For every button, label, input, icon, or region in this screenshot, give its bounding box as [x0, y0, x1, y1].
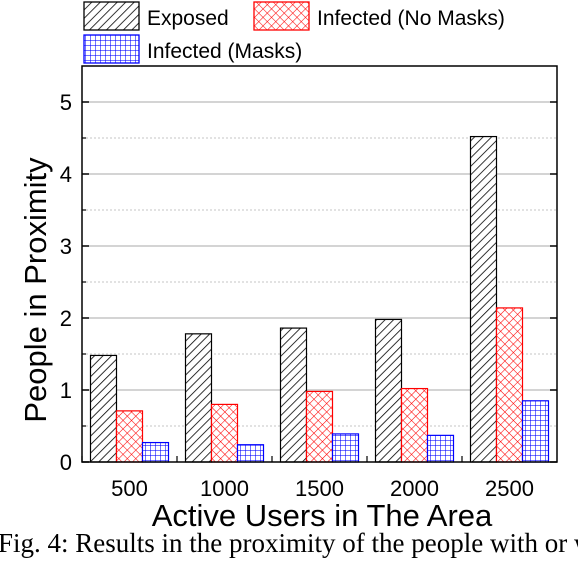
bar-crosshatch [495, 307, 524, 463]
bar-diagonal-hatch [279, 327, 308, 463]
figure-caption: Fig. 4: Results in the proximity of the … [0, 528, 578, 558]
bar-crosshatch [400, 387, 429, 463]
x-tick-label: 500 [111, 476, 148, 501]
x-axis-title: Active Users in The Area [152, 498, 493, 528]
legend-label: Exposed [147, 7, 229, 30]
legend-label: Infected (Masks) [147, 40, 302, 63]
x-tick-label: 1500 [295, 476, 344, 501]
legend-swatch-crosshatch [253, 1, 310, 31]
bar-grid [331, 433, 360, 463]
y-tick-label: 0 [60, 450, 72, 475]
bar-chart: 0 1 2 3 4 5 500 1000 1500 2000 2500 People in Prox… [18, 1, 558, 528]
bar-diagonal-hatch [184, 333, 213, 463]
y-axis-title: People in Proximity [18, 157, 53, 423]
bar-diagonal-hatch [89, 354, 118, 463]
legend-swatch-diagonal-hatch [83, 1, 140, 31]
bar-diagonal-hatch [374, 318, 403, 463]
y-tick-label: 5 [60, 90, 72, 115]
bar-grid [141, 441, 170, 463]
plot-frame [81, 65, 558, 463]
bar-diagonal-hatch [469, 135, 498, 463]
bar-grid [521, 400, 550, 463]
bar-grid [236, 444, 265, 463]
bar-grid [426, 434, 455, 463]
x-tick-label: 2000 [390, 476, 439, 501]
y-tick-label: 3 [60, 234, 72, 259]
axis-ticks: 0 1 2 3 4 5 500 1000 1500 2000 2500 [60, 90, 557, 501]
bars [89, 135, 550, 463]
legend-swatch-grid [83, 34, 140, 64]
y-tick-label: 1 [60, 378, 72, 403]
x-tick-label: 1000 [200, 476, 249, 501]
y-tick-label: 2 [60, 306, 72, 331]
bar-crosshatch [115, 410, 144, 463]
x-tick-label: 2500 [485, 476, 534, 501]
legend-label: Infected (No Masks) [317, 7, 505, 30]
y-tick-label: 4 [60, 162, 72, 187]
legend: Exposed Infected (No Masks) Infected (Mask… [83, 1, 505, 64]
bar-crosshatch [305, 390, 334, 463]
bar-crosshatch [210, 403, 239, 463]
